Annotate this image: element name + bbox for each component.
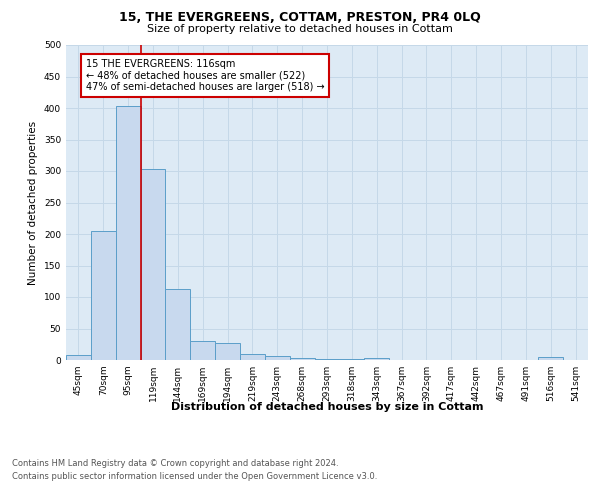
Bar bbox=[166, 290, 190, 360]
Bar bbox=[340, 358, 364, 360]
Bar bbox=[240, 354, 265, 360]
Bar bbox=[66, 355, 91, 360]
Text: Contains public sector information licensed under the Open Government Licence v3: Contains public sector information licen… bbox=[12, 472, 377, 481]
Bar bbox=[538, 358, 563, 360]
Text: 15 THE EVERGREENS: 116sqm
← 48% of detached houses are smaller (522)
47% of semi: 15 THE EVERGREENS: 116sqm ← 48% of detac… bbox=[86, 59, 325, 92]
Bar bbox=[140, 169, 166, 360]
Bar bbox=[190, 341, 215, 360]
Bar bbox=[314, 358, 340, 360]
Bar bbox=[265, 356, 290, 360]
Bar bbox=[116, 106, 140, 360]
Bar bbox=[290, 358, 314, 360]
Text: 15, THE EVERGREENS, COTTAM, PRESTON, PR4 0LQ: 15, THE EVERGREENS, COTTAM, PRESTON, PR4… bbox=[119, 11, 481, 24]
Bar bbox=[91, 232, 116, 360]
Y-axis label: Number of detached properties: Number of detached properties bbox=[28, 120, 38, 284]
Text: Size of property relative to detached houses in Cottam: Size of property relative to detached ho… bbox=[147, 24, 453, 34]
Text: Distribution of detached houses by size in Cottam: Distribution of detached houses by size … bbox=[171, 402, 483, 412]
Bar bbox=[215, 343, 240, 360]
Text: Contains HM Land Registry data © Crown copyright and database right 2024.: Contains HM Land Registry data © Crown c… bbox=[12, 458, 338, 468]
Bar bbox=[364, 358, 389, 360]
